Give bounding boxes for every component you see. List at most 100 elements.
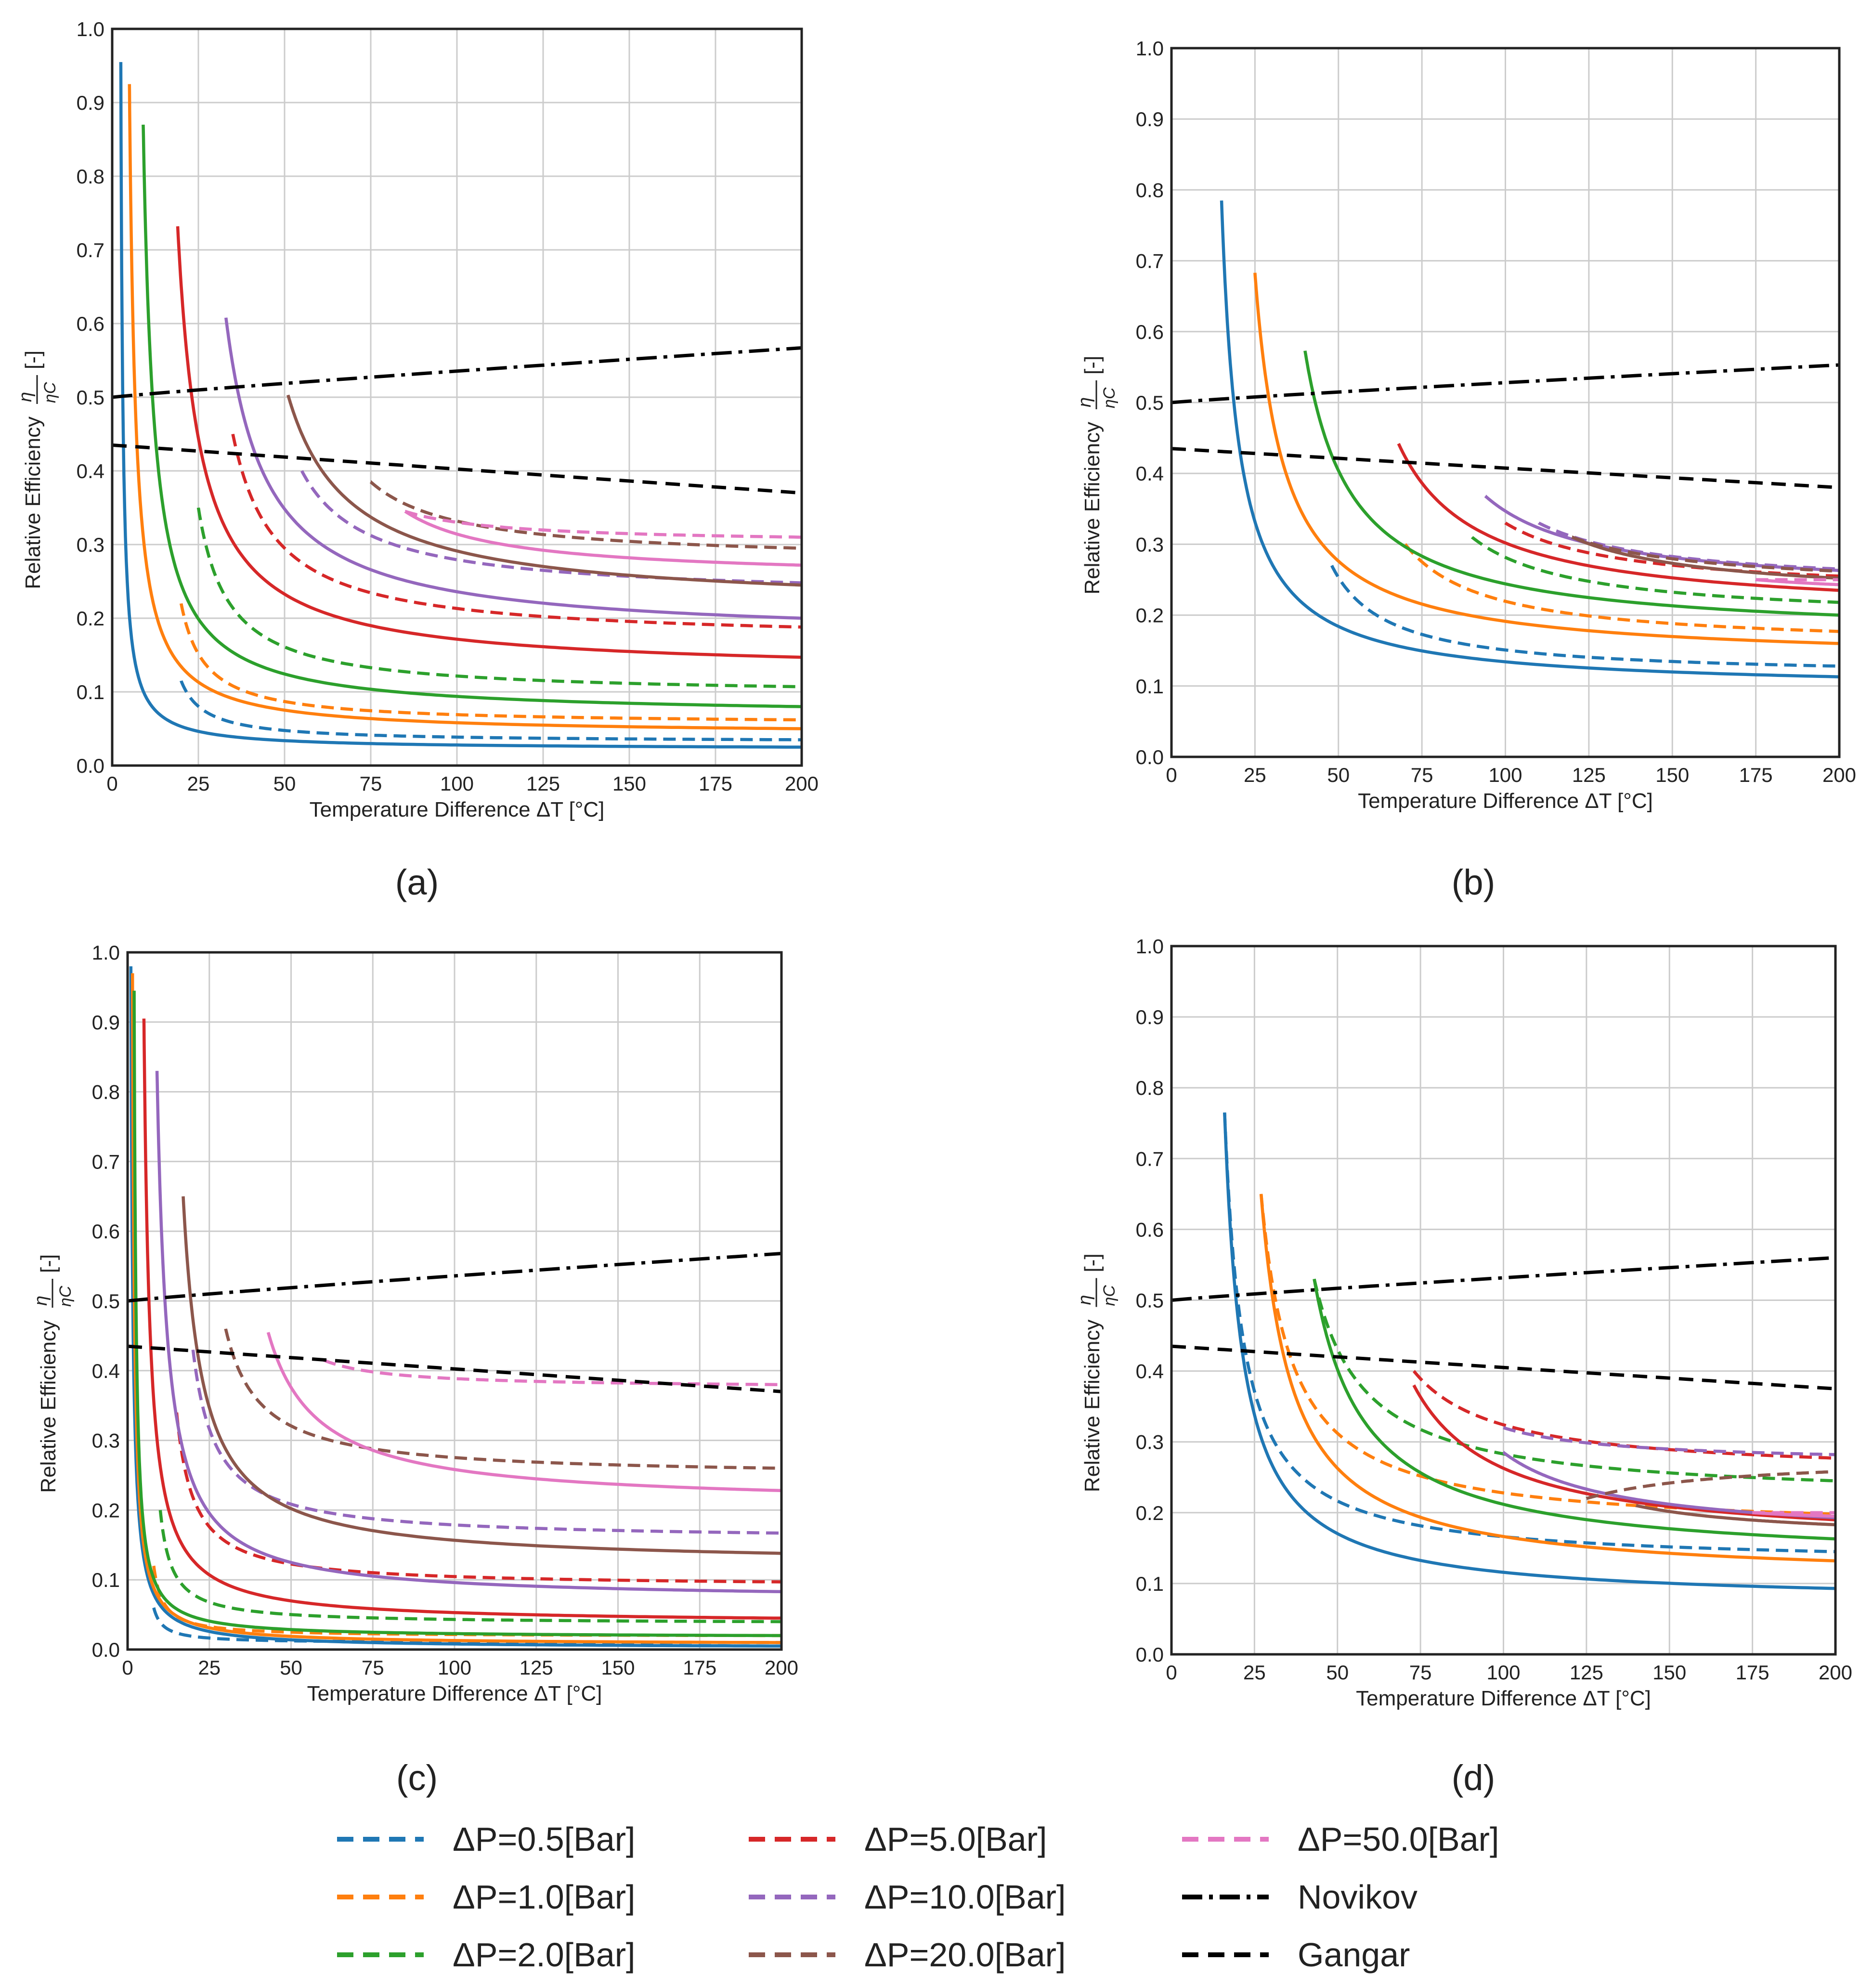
chart-panel-a: 0 25 50 75 100 125 150 175 200 0.0 0.1 0.2 0.3 0.4 0.5…	[15, 18, 819, 821]
y-tick-label: 0.5	[77, 386, 104, 409]
novikov-line	[112, 346, 802, 399]
x-tick-label: 25	[187, 772, 210, 795]
y-axis-label-unit: [-]	[37, 1254, 60, 1273]
series-dp1_0-solid-line	[130, 973, 781, 1644]
series-dp50_0-dashed-line	[323, 1358, 781, 1387]
legend-entry: ΔP=2.0[Bar]	[337, 1936, 635, 1974]
series-dp20_0-dashed-line	[224, 1328, 781, 1470]
series-dp2_0-dashed-line	[196, 507, 802, 689]
x-tick-label: 150	[612, 772, 646, 795]
y-axis-label-text: Relative Efficiency	[37, 1320, 60, 1493]
x-axis-label: Temperature Difference ΔT [°C]	[310, 798, 605, 821]
x-tick-label: 75	[1409, 1661, 1432, 1684]
series-dp1_0-solid-line	[128, 84, 802, 730]
series-dp2_0-solid-line	[1303, 351, 1839, 617]
x-tick-label: 75	[1411, 764, 1433, 786]
gangar-line	[128, 1344, 781, 1393]
series-dp5_0-solid-line	[1397, 442, 1839, 592]
y-tick-label: 0.6	[92, 1220, 120, 1243]
plot-frame	[1170, 47, 1841, 758]
legend-entry: Novikov	[1182, 1878, 1418, 1916]
y-tick-label: 0.8	[92, 1081, 120, 1104]
series-dp1_0-solid-line	[1253, 273, 1839, 645]
legend-entry: ΔP=50.0[Bar]	[1182, 1820, 1499, 1858]
y-tick-label: 0.6	[1136, 321, 1164, 343]
y-axis-label: Relative Efficiency η ηC [-]	[15, 351, 59, 589]
legend-label: ΔP=2.0[Bar]	[453, 1936, 635, 1974]
y-tick-label: 1.0	[92, 941, 120, 964]
series-dp50_0-solid-line	[1752, 1511, 1835, 1518]
y-tick-label: 0.8	[77, 165, 104, 188]
y-tick-label: 0.3	[1136, 1431, 1164, 1454]
chart-panel-d: 0 25 50 75 100 125 150 175 200 0.0 0.1 0.2 0.3 0.4 0.5…	[1075, 935, 1852, 1710]
x-tick-label: 175	[699, 772, 732, 795]
x-axis-label: Temperature Difference ΔT [°C]	[1358, 789, 1653, 813]
legend: ΔP=0.5[Bar] ΔP=5.0[Bar] ΔP=50.0[Bar] ΔP=1.0…	[337, 1820, 1499, 1974]
series-dp1_0-solid-line	[1259, 1194, 1835, 1563]
series-dp0_5-solid-line	[1223, 1112, 1835, 1590]
x-tick-label: 150	[1655, 764, 1689, 786]
y-tick-label: 0.1	[77, 681, 104, 703]
series-dp0_5-solid-line	[1220, 200, 1839, 678]
y-axis-label-numerator: η	[1075, 1295, 1095, 1305]
y-axis-label-unit: [-]	[1080, 1253, 1104, 1272]
chart-panel-b: 0 25 50 75 100 125 150 175 200 0.0 0.1 0.2 0.3 0.4 0.5…	[1075, 37, 1856, 813]
y-axis-label-text: Relative Efficiency	[1080, 1320, 1104, 1493]
chart-panel-c: 0 25 50 75 100 125 150 175 200 0.0 0.1 0.2 0.3 0.4 0.5…	[31, 941, 798, 1705]
series-dp20_0-solid-line	[182, 1196, 781, 1555]
series-dp0_5-solid-line	[119, 62, 802, 749]
y-tick-label: 0.4	[1136, 1360, 1164, 1383]
x-tick-label: 25	[1243, 1661, 1266, 1684]
x-tick-label: 175	[1739, 764, 1773, 786]
series-dp2_0-dashed-line	[158, 1510, 781, 1624]
y-tick-label: 0.7	[1136, 1147, 1164, 1170]
series-dp5_0-solid-line	[142, 1018, 781, 1620]
y-tick-label: 0.7	[92, 1150, 120, 1173]
y-tick-label: 0.0	[77, 754, 104, 777]
y-tick-label: 0.6	[77, 312, 104, 335]
y-tick-label: 0.1	[92, 1569, 120, 1591]
y-tick-label: 0.3	[92, 1429, 120, 1452]
y-tick-label: 0.2	[92, 1499, 120, 1521]
y-tick-label: 0.4	[92, 1360, 120, 1382]
panels: 0 25 50 75 100 125 150 175 200 0.0 0.1 0.2 0.3 0.4 0.5…	[15, 18, 1856, 1710]
series-dp0_5-dashed-line	[1330, 565, 1839, 668]
y-axis-label-numerator: η	[15, 392, 36, 402]
x-tick-label: 50	[273, 772, 296, 795]
y-tick-label: 0.9	[77, 91, 104, 114]
series-dp2_0-solid-line	[1313, 1278, 1835, 1541]
novikov-line	[128, 1252, 781, 1303]
panel-label-a: (a)	[395, 862, 439, 902]
x-tick-label: 100	[1486, 1661, 1520, 1684]
panel-label-b: (b)	[1452, 862, 1495, 902]
series-dp10_0-solid-line	[155, 1071, 781, 1594]
y-axis-label: Relative Efficiency η ηC [-]	[31, 1254, 75, 1493]
x-tick-label: 125	[1572, 764, 1606, 786]
series-dp5_0-dashed-line	[231, 433, 802, 629]
y-axis-label-numerator: η	[1075, 397, 1095, 407]
x-tick-label: 0	[1166, 1661, 1177, 1684]
x-tick-label: 100	[1488, 764, 1522, 786]
legend-label: Gangar	[1298, 1936, 1410, 1974]
y-tick-label: 0.6	[1136, 1218, 1164, 1241]
y-axis-label-denominator: ηC	[1100, 387, 1119, 408]
y-tick-label: 0.2	[1136, 1502, 1164, 1524]
y-tick-label: 0.7	[1136, 250, 1164, 273]
legend-entry: ΔP=5.0[Bar]	[749, 1820, 1047, 1858]
legend-label: ΔP=1.0[Bar]	[453, 1878, 635, 1916]
y-tick-label: 0.3	[77, 533, 104, 556]
x-tick-label: 175	[1736, 1661, 1769, 1684]
x-tick-label: 75	[360, 772, 382, 795]
x-axis-label: Temperature Difference ΔT [°C]	[1356, 1687, 1651, 1710]
legend-label: ΔP=20.0[Bar]	[864, 1936, 1066, 1974]
y-tick-label: 0.9	[92, 1011, 120, 1034]
legend-label: ΔP=0.5[Bar]	[453, 1820, 635, 1858]
y-tick-label: 0.9	[1136, 108, 1164, 130]
y-tick-label: 0.4	[77, 460, 104, 482]
x-tick-label: 200	[765, 1656, 798, 1679]
series-dp20_0-dashed-line	[1586, 1470, 1835, 1500]
x-tick-label: 150	[601, 1656, 635, 1679]
legend-label: ΔP=50.0[Bar]	[1298, 1820, 1499, 1858]
plot-area	[112, 62, 802, 749]
y-tick-label: 1.0	[1136, 935, 1164, 958]
